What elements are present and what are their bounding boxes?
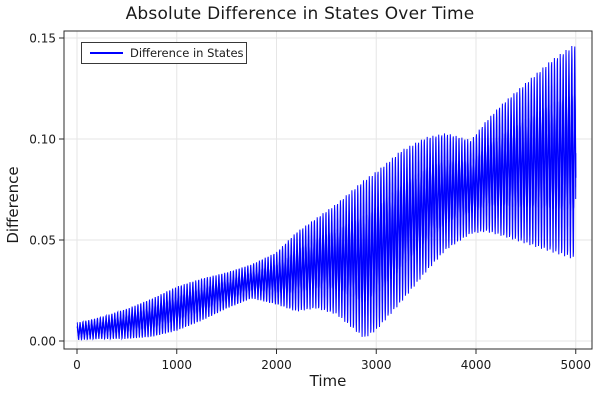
y-axis-label: Difference (4, 166, 22, 244)
x-tick-label: 2000 (261, 358, 292, 372)
x-tick-label: 4000 (461, 358, 492, 372)
legend-label: Difference in States (130, 46, 244, 60)
x-tick-label: 1000 (161, 358, 192, 372)
axis-frame (63, 30, 593, 350)
y-tick-label: 0.10 (29, 133, 56, 147)
x-tick-label: 5000 (560, 358, 591, 372)
legend-line-swatch (90, 52, 123, 54)
difference-series-core-path (76, 93, 577, 339)
y-tick-label: 0.00 (29, 335, 56, 349)
x-tick-label: 0 (73, 358, 81, 372)
x-axis-label: Time (309, 372, 347, 390)
chart-title: Absolute Difference in States Over Time (125, 4, 475, 24)
y-tick-label: 0.05 (29, 234, 56, 248)
y-tick-label: 0.15 (29, 32, 56, 46)
x-tick-label: 3000 (361, 358, 392, 372)
legend: Difference in States (81, 42, 247, 64)
